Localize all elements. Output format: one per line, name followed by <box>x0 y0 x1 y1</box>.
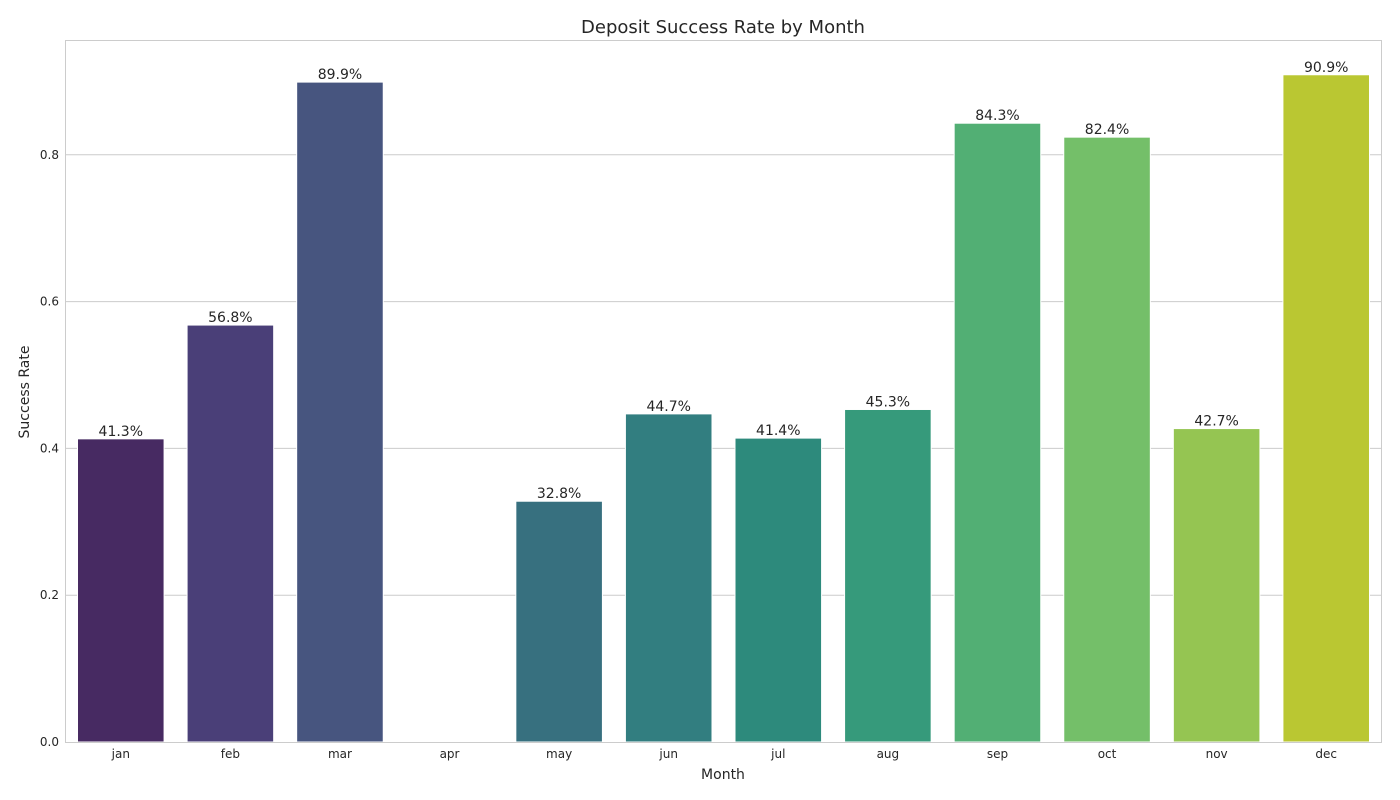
data-label-oct: 82.4% <box>1085 122 1129 138</box>
bars <box>77 74 1370 743</box>
data-label-jul: 41.4% <box>756 423 800 439</box>
y-tick-label: 0.8 <box>40 148 59 162</box>
x-tick-label-sep: sep <box>987 747 1008 761</box>
bar-sep <box>953 122 1042 743</box>
data-label-jun: 44.7% <box>646 399 690 415</box>
bar-jun <box>624 413 713 743</box>
bar-feb <box>186 324 275 743</box>
data-label-nov: 42.7% <box>1194 414 1238 430</box>
y-tick-label: 0.6 <box>40 295 59 309</box>
x-tick-label-apr: apr <box>440 747 460 761</box>
data-label-mar: 89.9% <box>318 67 362 83</box>
plot-frame <box>65 40 1382 743</box>
bar-oct <box>1063 136 1151 743</box>
bar-mar <box>296 81 384 743</box>
x-tick-label-mar: mar <box>328 747 352 761</box>
x-tick-label-jan: jan <box>111 747 130 761</box>
data-label-aug: 45.3% <box>866 394 910 410</box>
bar-jan <box>77 438 165 743</box>
bar-dec <box>1282 74 1370 743</box>
bar-may <box>515 500 603 743</box>
y-tick-label: 0.0 <box>40 735 59 749</box>
y-tick-label: 0.4 <box>40 441 59 455</box>
x-axis-ticks: jan feb mar apr may jun jul aug sep oct nov dec <box>111 747 1337 761</box>
x-tick-label-jun: jun <box>658 747 678 761</box>
y-axis-ticks: 0.0 0.2 0.4 0.6 0.8 <box>40 148 59 749</box>
gridlines <box>66 154 1381 596</box>
x-tick-label-jul: jul <box>770 747 785 761</box>
x-tick-label-dec: dec <box>1315 747 1337 761</box>
bar-jul <box>734 437 823 743</box>
data-label-dec: 90.9% <box>1304 60 1348 76</box>
chart-title: Deposit Success Rate by Month <box>581 17 865 38</box>
data-labels: 41.3% 56.8% 89.9% 32.8% 44.7% 41.4% 45.3% 84.3%… <box>99 60 1349 502</box>
data-label-sep: 84.3% <box>975 108 1019 124</box>
x-tick-label-aug: aug <box>877 747 900 761</box>
bar-aug <box>844 408 932 743</box>
x-tick-label-oct: oct <box>1098 747 1117 761</box>
y-tick-label: 0.2 <box>40 588 59 602</box>
x-tick-label-may: may <box>546 747 572 761</box>
y-axis-label: Success Rate <box>17 346 33 439</box>
data-label-feb: 56.8% <box>208 310 252 326</box>
x-tick-label-nov: nov <box>1206 747 1228 761</box>
x-tick-label-feb: feb <box>221 747 240 761</box>
data-label-may: 32.8% <box>537 486 581 502</box>
bar-nov <box>1172 428 1261 743</box>
data-label-jan: 41.3% <box>99 424 143 440</box>
x-axis-label: Month <box>701 767 745 783</box>
